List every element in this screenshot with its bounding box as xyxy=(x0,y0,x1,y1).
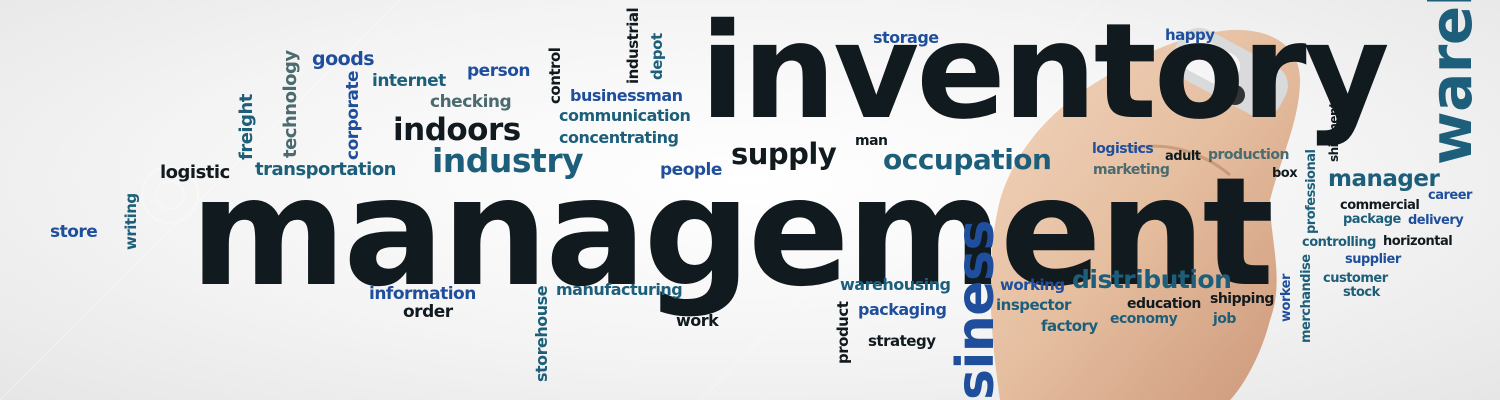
word-order: order xyxy=(403,302,453,322)
word-writing: writing xyxy=(122,193,140,250)
word-occupation: occupation xyxy=(883,143,1052,176)
word-shipping: shipping xyxy=(1210,291,1274,307)
word-worker: worker xyxy=(1279,274,1294,322)
word-goods: goods xyxy=(312,48,375,70)
word-control: control xyxy=(546,47,564,104)
word-logistics: logistics xyxy=(1092,141,1154,157)
word-shipment: shipment xyxy=(1327,102,1341,162)
word-horizontal: horizontal xyxy=(1383,234,1453,249)
word-person: person xyxy=(467,61,530,81)
word-businessman: businessman xyxy=(570,86,683,105)
word-freight: freight xyxy=(236,94,257,160)
word-transportation: transportation xyxy=(255,159,397,180)
word-industry: industry xyxy=(432,141,584,180)
word-supply: supply xyxy=(731,137,837,171)
word-storage: storage xyxy=(873,28,939,47)
word-strategy: strategy xyxy=(868,332,936,350)
word-economy: economy xyxy=(1110,311,1178,327)
word-product: product xyxy=(834,301,852,364)
word-delivery: delivery xyxy=(1408,213,1464,228)
word-packaging: packaging xyxy=(858,300,947,319)
word-people: people xyxy=(660,160,722,180)
word-distribution: distribution xyxy=(1072,265,1232,294)
word-logistic: logistic xyxy=(160,162,230,183)
word-supplier: supplier xyxy=(1345,252,1401,267)
word-work: work xyxy=(676,311,719,330)
word-customer: customer xyxy=(1323,271,1388,286)
word-professional: professional xyxy=(1304,149,1319,234)
word-adult: adult xyxy=(1165,149,1201,164)
word-internet: internet xyxy=(372,71,446,91)
word-storehouse: storehouse xyxy=(532,285,551,382)
word-depot: depot xyxy=(648,33,666,80)
word-business: siness xyxy=(946,220,1006,400)
word-warehousing: warehousing xyxy=(840,275,951,294)
word-communication: communication xyxy=(559,106,691,125)
word-inspector: inspector xyxy=(996,296,1071,314)
word-industrial: industrial xyxy=(624,7,642,84)
word-management: management xyxy=(190,146,1274,320)
word-education: education xyxy=(1127,296,1201,312)
word-inventory: inventory xyxy=(700,0,1390,149)
word-job: job xyxy=(1213,311,1236,327)
word-man: man xyxy=(855,133,888,149)
word-package: package xyxy=(1343,212,1401,227)
word-merchandise: merchandise xyxy=(1299,254,1314,343)
word-production: production xyxy=(1208,147,1289,163)
word-career: career xyxy=(1428,188,1472,203)
word-controlling: controlling xyxy=(1302,235,1376,250)
word-audit: audit xyxy=(1179,222,1194,258)
word-corporate: corporate xyxy=(343,71,363,160)
word-working: working xyxy=(1000,276,1065,294)
word-information: information xyxy=(369,284,476,304)
word-happy: happy xyxy=(1165,26,1215,44)
word-factory: factory xyxy=(1041,317,1098,335)
word-stock: stock xyxy=(1343,285,1380,300)
word-indoors: indoors xyxy=(393,112,521,148)
word-warehouse: wareho xyxy=(1417,0,1485,165)
word-checking: checking xyxy=(430,92,512,112)
word-manager: manager xyxy=(1328,166,1440,192)
word-technology: technology xyxy=(280,50,301,158)
word-store: store xyxy=(50,222,98,242)
word-concentrating: concentrating xyxy=(559,128,679,147)
word-box: box xyxy=(1272,166,1298,181)
word-manufacturing: manufacturing xyxy=(556,280,683,299)
word-commercial: commercial xyxy=(1340,198,1420,213)
word-marketing: marketing xyxy=(1093,162,1170,178)
